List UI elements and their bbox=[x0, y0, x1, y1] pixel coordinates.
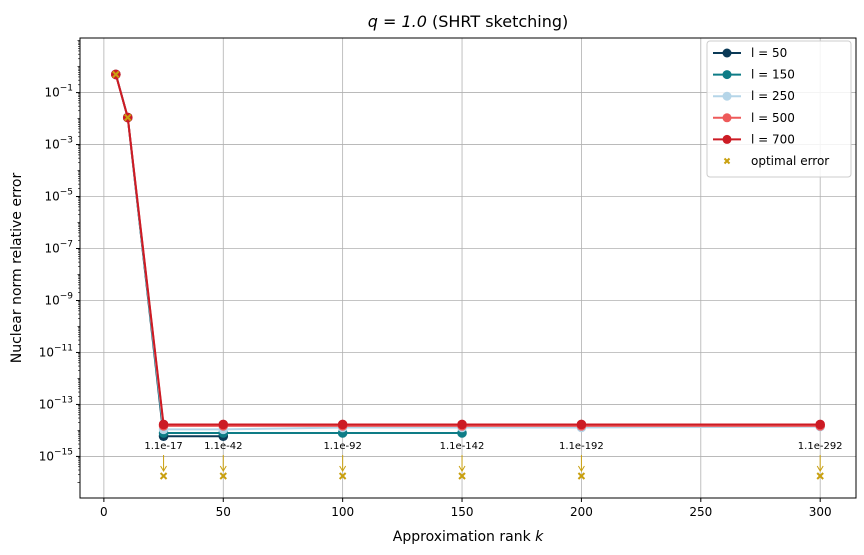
legend-label: l = 50 bbox=[751, 46, 787, 60]
annotation-arrow-head bbox=[458, 465, 466, 472]
legend-entry: l = 700 bbox=[713, 132, 795, 146]
offscale-label: 1.1e-142 bbox=[440, 441, 485, 452]
annotation-arrow-head bbox=[577, 465, 585, 472]
marker-stroke bbox=[124, 113, 132, 122]
x-tick-label: 250 bbox=[689, 505, 712, 519]
offscale-label: 1.1e-192 bbox=[559, 441, 604, 452]
y-tick-label: 10−7 bbox=[44, 240, 73, 256]
y-tick-label: 10−1 bbox=[44, 84, 73, 100]
optimal-error-marker bbox=[723, 157, 731, 165]
offscale-annotation: 1.1e-142 bbox=[440, 441, 485, 480]
legend-entry: l = 500 bbox=[713, 111, 795, 125]
optimal-error-marker bbox=[816, 472, 824, 480]
marker-stroke bbox=[816, 472, 824, 480]
annotation-arrow-head bbox=[219, 465, 227, 472]
legend-marker bbox=[722, 91, 732, 101]
x-axis-label: Approximation rank k bbox=[393, 529, 544, 545]
legend-entry: l = 150 bbox=[713, 68, 795, 82]
offscale-annotation: 1.1e-92 bbox=[323, 441, 362, 480]
legend-entry: l = 50 bbox=[713, 46, 787, 60]
legend-label: l = 250 bbox=[751, 89, 795, 103]
annotation-arrow-head bbox=[339, 465, 347, 472]
optimal-error-marker bbox=[219, 472, 227, 480]
legend-label: l = 700 bbox=[751, 132, 795, 146]
x-axis-label-text: Approximation rank bbox=[393, 529, 535, 545]
marker-stroke bbox=[159, 472, 168, 480]
optimal-error-layer: 1.1e-17 1.1e-42 1.1e-92 1.1e-142 1.1e-192 1.1… bbox=[112, 70, 843, 480]
data-point bbox=[337, 419, 348, 430]
optimal-error-marker bbox=[124, 113, 132, 122]
offscale-annotation: 1.1e-292 bbox=[798, 441, 843, 480]
x-axis: 0 50 100 150 200 250 300 bbox=[100, 498, 832, 519]
offscale-label: 1.1e-92 bbox=[323, 441, 361, 452]
y-axis: 10−15 10−13 10−11 10−9 10−7 10−5 10−3 10−1 bbox=[39, 40, 80, 483]
marker-stroke bbox=[112, 70, 120, 79]
y-tick-label: 10−3 bbox=[44, 136, 73, 152]
annotation-arrow-head bbox=[816, 465, 824, 472]
legend: l = 50 l = 150 l = 250 l = 500 l = 700 optima… bbox=[706, 40, 852, 178]
x-axis-label-variable: k bbox=[535, 529, 544, 545]
title-variable: q = 1.0 bbox=[368, 12, 427, 31]
legend-entry: l = 250 bbox=[713, 89, 795, 103]
x-tick-label: 0 bbox=[100, 505, 108, 519]
x-tick-label: 200 bbox=[570, 505, 593, 519]
x-tick-label: 100 bbox=[331, 505, 354, 519]
x-tick-label: 150 bbox=[451, 505, 474, 519]
plot-frame bbox=[79, 37, 857, 499]
legend-label: optimal error bbox=[751, 154, 829, 168]
x-tick-label: 50 bbox=[216, 505, 231, 519]
offscale-label: 1.1e-17 bbox=[144, 441, 182, 452]
data-point bbox=[815, 419, 825, 430]
optimal-error-marker bbox=[112, 70, 120, 79]
offscale-label: 1.1e-292 bbox=[798, 441, 843, 452]
legend-label: l = 150 bbox=[751, 68, 795, 82]
annotation-arrow-head bbox=[160, 465, 167, 472]
optimal-error-marker bbox=[577, 472, 586, 480]
marker-stroke bbox=[338, 472, 347, 480]
y-tick-label: 10−9 bbox=[44, 291, 73, 307]
legend-box bbox=[706, 40, 852, 178]
data-point bbox=[457, 419, 467, 430]
offscale-annotation: 1.1e-42 bbox=[204, 441, 242, 480]
legend-entry: optimal error bbox=[723, 154, 829, 168]
marker-stroke bbox=[458, 472, 466, 480]
optimal-error-marker bbox=[338, 472, 347, 480]
data-point bbox=[158, 419, 169, 430]
legend-marker bbox=[722, 134, 732, 144]
legend-label: l = 500 bbox=[751, 111, 795, 125]
legend-marker bbox=[722, 113, 732, 123]
y-tick-label: 10−13 bbox=[39, 395, 73, 411]
data-point bbox=[218, 419, 229, 430]
series-line bbox=[114, 74, 821, 426]
grid bbox=[80, 38, 856, 498]
y-tick-label: 10−5 bbox=[44, 188, 73, 204]
offscale-label: 1.1e-42 bbox=[204, 441, 242, 452]
optimal-error-marker bbox=[159, 472, 168, 480]
y-tick-label: 10−11 bbox=[39, 343, 73, 359]
legend-marker bbox=[722, 70, 732, 80]
title-suffix: (SHRT sketching) bbox=[427, 12, 568, 31]
y-tick-label: 10−15 bbox=[39, 447, 73, 463]
data-point bbox=[576, 419, 587, 430]
optimal-error-marker bbox=[458, 472, 466, 480]
marker-stroke bbox=[577, 472, 586, 480]
legend-marker bbox=[722, 48, 732, 58]
marker-stroke bbox=[219, 472, 227, 480]
chart-title: q = 1.0 (SHRT sketching) bbox=[368, 12, 569, 31]
marker-stroke bbox=[723, 157, 731, 165]
x-tick-label: 300 bbox=[809, 505, 832, 519]
offscale-annotation: 1.1e-192 bbox=[559, 441, 604, 480]
y-axis-label: Nuclear norm relative error bbox=[9, 173, 25, 364]
offscale-annotation: 1.1e-17 bbox=[144, 441, 183, 480]
